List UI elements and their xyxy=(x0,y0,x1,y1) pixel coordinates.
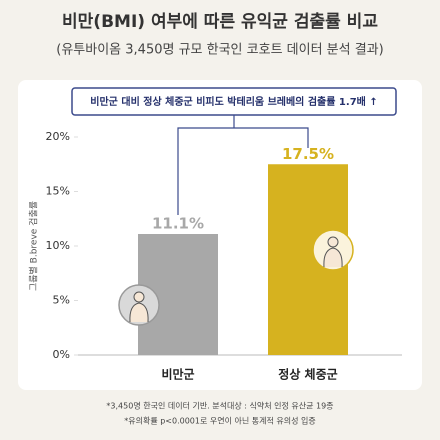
chart-panel xyxy=(18,80,422,390)
y-tick-label: 5% xyxy=(53,294,70,307)
chart-title: 비만(BMI) 여부에 따른 유익균 검출률 비교 xyxy=(62,12,378,32)
icon xyxy=(129,302,149,323)
callout-text: 비만군 대비 정상 체중군 비피도 박테리움 브레베의 검출률 1.7배 ↑ xyxy=(90,95,377,108)
y-tick-label: 15% xyxy=(46,185,70,198)
icon xyxy=(327,236,339,248)
value-label: 17.5% xyxy=(282,145,334,163)
x-tick-label: 정상 체중군 xyxy=(278,367,337,382)
x-tick-label: 비만군 xyxy=(161,367,194,382)
value-label: 11.1% xyxy=(152,215,204,233)
y-axis-label: 그룹별 B.breve 검출률 xyxy=(28,201,40,291)
icon xyxy=(323,247,343,268)
footnote: *3,450명 한국인 데이터 기반. 분석대상 : 식약처 인정 유산균 19… xyxy=(106,401,333,411)
chart-subtitle: (유투바이옴 3,450명 규모 한국인 코호트 데이터 분석 결과) xyxy=(56,43,383,58)
icon xyxy=(133,291,145,303)
connector xyxy=(177,115,309,215)
y-tick-label: 20% xyxy=(46,130,70,143)
y-tick-label: 10% xyxy=(46,239,70,252)
footnote: *유의확률 p<0.0001로 우연이 아닌 통계적 유의성 입증 xyxy=(124,416,316,426)
y-tick-label: 0% xyxy=(53,348,70,361)
